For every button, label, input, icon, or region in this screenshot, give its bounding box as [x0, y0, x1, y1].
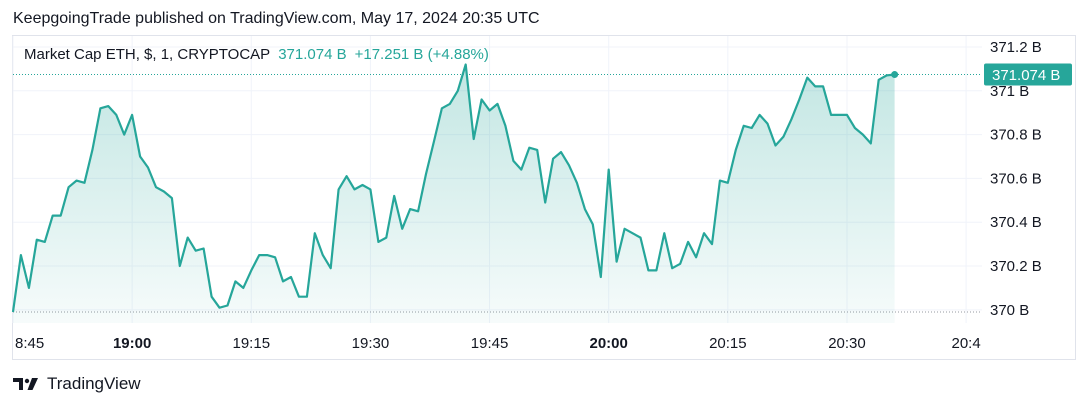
- series-area: [13, 64, 895, 323]
- x-tick-label: 8:45: [15, 335, 44, 352]
- price-tag: [984, 63, 1072, 86]
- legend-symbol: Market Cap ETH, $, 1, CRYPTOCAP: [24, 46, 271, 63]
- footer-brand: TradingView: [47, 374, 141, 393]
- tradingview-logo-icon: [13, 378, 38, 390]
- y-tick-label: 370.8 B: [990, 127, 1042, 144]
- y-tick-label: 370.6 B: [990, 170, 1042, 187]
- x-tick-label: 20:30: [828, 335, 866, 352]
- y-tick-label: 370.4 B: [990, 214, 1042, 231]
- x-tick-label: 19:15: [233, 335, 271, 352]
- y-tick-label: 371 B: [990, 83, 1029, 100]
- series-line: [11, 63, 895, 313]
- y-tick-label: 370.2 B: [990, 258, 1042, 275]
- x-tick-label: 19:45: [471, 335, 509, 352]
- x-tick-label: 20:15: [709, 335, 747, 352]
- x-tick-label: 19:30: [352, 335, 390, 352]
- y-tick-label: 370 B: [990, 302, 1029, 319]
- x-tick-label: 19:00: [113, 335, 151, 352]
- legend-last-value: 371.074 B: [278, 46, 347, 63]
- price-tag-label: 371.074 B: [992, 67, 1060, 84]
- publish-info: KeepgoingTrade published on TradingView.…: [13, 10, 540, 27]
- legend-change: +17.251 B (+4.88%): [354, 46, 489, 63]
- x-tick-label: 20:4: [952, 335, 981, 352]
- footer: TradingView: [13, 374, 141, 394]
- last-point-marker: [891, 71, 899, 79]
- x-tick-label: 20:00: [590, 335, 628, 352]
- y-tick-label: 371.2 B: [990, 39, 1042, 56]
- chart-legend: Market Cap ETH, $, 1, CRYPTOCAP 371.074 …: [24, 46, 489, 63]
